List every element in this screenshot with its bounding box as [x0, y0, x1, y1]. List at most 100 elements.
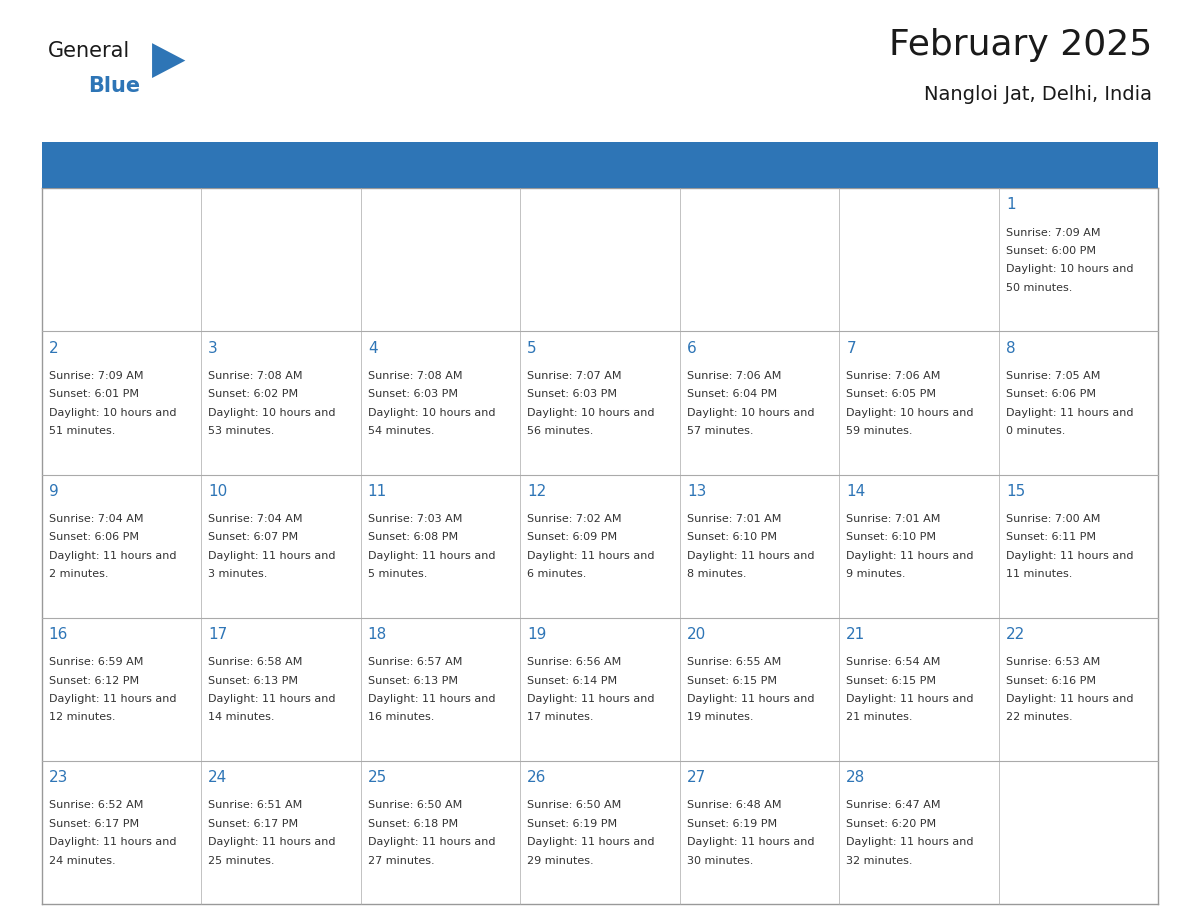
Text: Sunset: 6:01 PM: Sunset: 6:01 PM	[49, 389, 139, 399]
Text: Sunrise: 7:00 AM: Sunrise: 7:00 AM	[1006, 514, 1100, 524]
Text: 27: 27	[687, 770, 706, 785]
Text: Sunrise: 7:03 AM: Sunrise: 7:03 AM	[368, 514, 462, 524]
Text: Sunset: 6:19 PM: Sunset: 6:19 PM	[687, 819, 777, 829]
Text: Thursday: Thursday	[689, 158, 762, 173]
Text: 12: 12	[527, 484, 546, 498]
Text: Sunrise: 6:56 AM: Sunrise: 6:56 AM	[527, 657, 621, 667]
Text: 18: 18	[368, 627, 387, 642]
Text: Sunrise: 7:08 AM: Sunrise: 7:08 AM	[368, 371, 462, 381]
Text: 9 minutes.: 9 minutes.	[846, 569, 906, 579]
Text: Daylight: 10 hours and: Daylight: 10 hours and	[208, 408, 336, 418]
Text: Sunrise: 6:50 AM: Sunrise: 6:50 AM	[527, 800, 621, 811]
Text: 50 minutes.: 50 minutes.	[1006, 283, 1073, 293]
Text: 59 minutes.: 59 minutes.	[846, 426, 912, 436]
Text: Sunrise: 6:52 AM: Sunrise: 6:52 AM	[49, 800, 143, 811]
Text: Daylight: 11 hours and: Daylight: 11 hours and	[49, 837, 176, 847]
Text: Daylight: 11 hours and: Daylight: 11 hours and	[208, 837, 336, 847]
Text: 6: 6	[687, 341, 696, 355]
Text: 23: 23	[49, 770, 68, 785]
Text: Sunrise: 7:02 AM: Sunrise: 7:02 AM	[527, 514, 621, 524]
Text: February 2025: February 2025	[889, 28, 1152, 62]
Text: Daylight: 11 hours and: Daylight: 11 hours and	[49, 694, 176, 704]
Text: Sunset: 6:00 PM: Sunset: 6:00 PM	[1006, 246, 1095, 256]
Text: Daylight: 11 hours and: Daylight: 11 hours and	[527, 551, 655, 561]
Text: Friday: Friday	[848, 158, 897, 173]
Text: 24 minutes.: 24 minutes.	[49, 856, 115, 866]
Text: Daylight: 11 hours and: Daylight: 11 hours and	[687, 837, 814, 847]
Text: 8: 8	[1006, 341, 1016, 355]
Text: Daylight: 11 hours and: Daylight: 11 hours and	[1006, 408, 1133, 418]
Text: 56 minutes.: 56 minutes.	[527, 426, 594, 436]
Text: Monday: Monday	[210, 158, 272, 173]
Text: Sunrise: 7:09 AM: Sunrise: 7:09 AM	[1006, 228, 1100, 238]
Text: 25 minutes.: 25 minutes.	[208, 856, 274, 866]
Text: 11: 11	[368, 484, 387, 498]
Text: 14: 14	[846, 484, 866, 498]
Text: Sunrise: 6:54 AM: Sunrise: 6:54 AM	[846, 657, 941, 667]
Text: Sunset: 6:09 PM: Sunset: 6:09 PM	[527, 532, 618, 543]
Text: 11 minutes.: 11 minutes.	[1006, 569, 1073, 579]
Text: Sunset: 6:13 PM: Sunset: 6:13 PM	[208, 676, 298, 686]
Text: Sunset: 6:11 PM: Sunset: 6:11 PM	[1006, 532, 1095, 543]
Text: Sunset: 6:12 PM: Sunset: 6:12 PM	[49, 676, 139, 686]
Text: 1: 1	[1006, 197, 1016, 212]
Text: Sunset: 6:08 PM: Sunset: 6:08 PM	[368, 532, 457, 543]
Text: Sunrise: 6:51 AM: Sunrise: 6:51 AM	[208, 800, 303, 811]
Text: Sunset: 6:10 PM: Sunset: 6:10 PM	[687, 532, 777, 543]
Text: 19: 19	[527, 627, 546, 642]
Text: 6 minutes.: 6 minutes.	[527, 569, 587, 579]
Text: Sunset: 6:19 PM: Sunset: 6:19 PM	[527, 819, 618, 829]
Text: Sunset: 6:16 PM: Sunset: 6:16 PM	[1006, 676, 1095, 686]
Text: Sunset: 6:17 PM: Sunset: 6:17 PM	[49, 819, 139, 829]
Text: Sunrise: 7:06 AM: Sunrise: 7:06 AM	[846, 371, 941, 381]
Text: Sunrise: 7:08 AM: Sunrise: 7:08 AM	[208, 371, 303, 381]
Text: Sunset: 6:06 PM: Sunset: 6:06 PM	[1006, 389, 1095, 399]
Text: Daylight: 11 hours and: Daylight: 11 hours and	[368, 551, 495, 561]
Text: Sunset: 6:20 PM: Sunset: 6:20 PM	[846, 819, 936, 829]
Text: Daylight: 11 hours and: Daylight: 11 hours and	[846, 694, 974, 704]
Text: Blue: Blue	[88, 76, 140, 96]
Text: 21: 21	[846, 627, 866, 642]
Text: Sunset: 6:17 PM: Sunset: 6:17 PM	[208, 819, 298, 829]
Text: 17 minutes.: 17 minutes.	[527, 712, 594, 722]
Text: 54 minutes.: 54 minutes.	[368, 426, 435, 436]
Text: 15: 15	[1006, 484, 1025, 498]
Text: General: General	[48, 41, 129, 62]
Text: Sunrise: 6:55 AM: Sunrise: 6:55 AM	[687, 657, 781, 667]
Text: Daylight: 10 hours and: Daylight: 10 hours and	[846, 408, 974, 418]
Text: Sunrise: 7:04 AM: Sunrise: 7:04 AM	[208, 514, 303, 524]
Text: 21 minutes.: 21 minutes.	[846, 712, 912, 722]
Text: 29 minutes.: 29 minutes.	[527, 856, 594, 866]
Text: 26: 26	[527, 770, 546, 785]
Text: Sunrise: 7:01 AM: Sunrise: 7:01 AM	[846, 514, 941, 524]
Text: 3: 3	[208, 341, 217, 355]
Text: 2 minutes.: 2 minutes.	[49, 569, 108, 579]
Text: 0 minutes.: 0 minutes.	[1006, 426, 1066, 436]
Text: Sunrise: 6:59 AM: Sunrise: 6:59 AM	[49, 657, 143, 667]
Text: Sunrise: 6:58 AM: Sunrise: 6:58 AM	[208, 657, 303, 667]
Text: Sunset: 6:13 PM: Sunset: 6:13 PM	[368, 676, 457, 686]
Text: 7: 7	[846, 341, 857, 355]
Text: 25: 25	[368, 770, 387, 785]
Text: 30 minutes.: 30 minutes.	[687, 856, 753, 866]
Text: 9: 9	[49, 484, 58, 498]
Text: Sunset: 6:15 PM: Sunset: 6:15 PM	[687, 676, 777, 686]
Text: Sunrise: 6:57 AM: Sunrise: 6:57 AM	[368, 657, 462, 667]
Text: Sunrise: 6:53 AM: Sunrise: 6:53 AM	[1006, 657, 1100, 667]
Text: Nangloi Jat, Delhi, India: Nangloi Jat, Delhi, India	[924, 85, 1152, 105]
Text: 20: 20	[687, 627, 706, 642]
Text: 22: 22	[1006, 627, 1025, 642]
Text: Sunset: 6:04 PM: Sunset: 6:04 PM	[687, 389, 777, 399]
Text: 12 minutes.: 12 minutes.	[49, 712, 115, 722]
Text: Daylight: 11 hours and: Daylight: 11 hours and	[687, 694, 814, 704]
Text: Sunrise: 6:50 AM: Sunrise: 6:50 AM	[368, 800, 462, 811]
Text: Sunday: Sunday	[51, 158, 109, 173]
Text: 53 minutes.: 53 minutes.	[208, 426, 274, 436]
Text: Sunrise: 7:06 AM: Sunrise: 7:06 AM	[687, 371, 782, 381]
Text: Daylight: 11 hours and: Daylight: 11 hours and	[1006, 694, 1133, 704]
Text: Sunrise: 7:07 AM: Sunrise: 7:07 AM	[527, 371, 621, 381]
Text: Sunrise: 7:04 AM: Sunrise: 7:04 AM	[49, 514, 144, 524]
Text: 5 minutes.: 5 minutes.	[368, 569, 428, 579]
Text: Tuesday: Tuesday	[371, 158, 434, 173]
Text: Daylight: 11 hours and: Daylight: 11 hours and	[368, 694, 495, 704]
